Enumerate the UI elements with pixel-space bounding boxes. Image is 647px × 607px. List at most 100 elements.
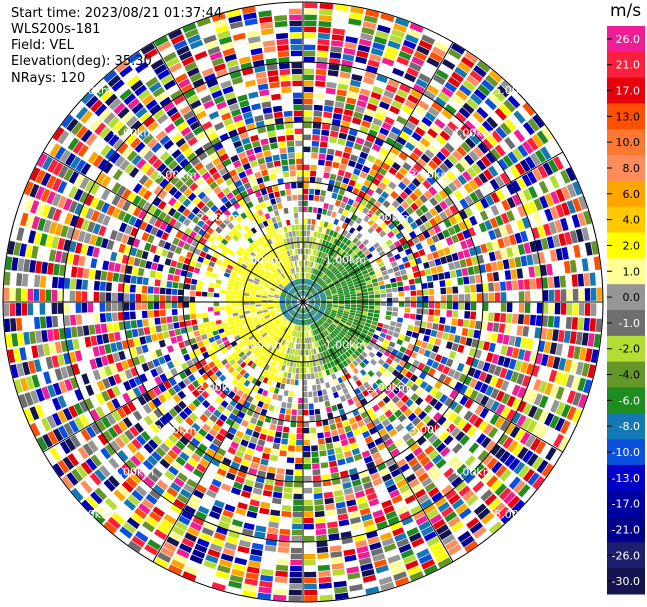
velocity-gate: [299, 307, 302, 313]
velocity-gate: [494, 282, 501, 292]
velocity-gate: [196, 394, 205, 403]
velocity-gate: [385, 283, 392, 289]
velocity-gate: [304, 313, 306, 320]
velocity-gate: [92, 369, 101, 381]
velocity-gate: [285, 475, 294, 482]
velocity-gate: [238, 256, 245, 263]
velocity-gate: [250, 272, 257, 278]
velocity-gate: [299, 291, 302, 297]
velocity-gate: [339, 258, 345, 264]
velocity-gate: [356, 232, 363, 240]
velocity-gate: [375, 272, 383, 278]
velocity-gate: [261, 355, 267, 362]
velocity-gate: [365, 334, 372, 341]
velocity-gate: [507, 151, 519, 164]
velocity-gate: [404, 72, 417, 83]
velocity-gate: [251, 269, 258, 275]
velocity-gate: [335, 364, 342, 371]
velocity-gate: [257, 360, 264, 367]
velocity-gate: [288, 589, 302, 596]
velocity-gate: [327, 412, 334, 419]
velocity-gate: [238, 308, 244, 312]
velocity-gate: [490, 192, 500, 204]
velocity-gate: [320, 258, 325, 265]
velocity-gate: [314, 243, 319, 250]
velocity-gate: [367, 59, 380, 68]
velocity-gate: [241, 176, 249, 185]
velocity-gate: [489, 375, 499, 387]
velocity-gate: [152, 86, 165, 98]
velocity-gate: [566, 303, 573, 315]
velocity-gate: [279, 303, 286, 305]
velocity-gate: [262, 389, 269, 397]
velocity-gate: [353, 266, 360, 272]
velocity-gate: [236, 273, 243, 279]
velocity-gate: [342, 237, 349, 244]
velocity-gate: [159, 309, 166, 317]
velocity-gate: [230, 154, 239, 163]
velocity-gate: [380, 582, 395, 591]
velocity-gate: [95, 199, 105, 211]
velocity-gate: [388, 325, 395, 332]
velocity-gate: [213, 453, 224, 462]
velocity-gate: [268, 366, 274, 373]
velocity-gate: [445, 236, 454, 246]
velocity-gate: [443, 218, 452, 228]
velocity-gate: [329, 136, 338, 144]
velocity-gate: [312, 323, 317, 329]
velocity-gate: [434, 214, 443, 224]
velocity-gate: [227, 230, 235, 238]
velocity-gate: [379, 266, 387, 272]
velocity-gate: [216, 68, 228, 78]
velocity-gate: [148, 411, 158, 422]
velocity-gate: [361, 285, 367, 290]
velocity-gate: [119, 65, 133, 78]
velocity-gate: [168, 29, 183, 40]
velocity-gate: [35, 186, 45, 200]
velocity-gate: [338, 307, 344, 311]
velocity-gate: [276, 311, 282, 316]
velocity-gate: [444, 489, 457, 500]
velocity-gate: [270, 250, 276, 257]
velocity-gate: [148, 215, 158, 226]
velocity-gate: [39, 233, 48, 247]
velocity-gate: [271, 93, 281, 101]
velocity-gate: [213, 186, 222, 195]
velocity-gate: [57, 410, 68, 424]
velocity-gate: [437, 557, 452, 569]
velocity-gate: [448, 244, 457, 254]
velocity-gate: [309, 318, 313, 324]
velocity-gate: [442, 58, 456, 70]
velocity-gate: [123, 380, 132, 391]
velocity-gate: [332, 296, 339, 299]
velocity-gate: [292, 330, 296, 337]
velocity-gate: [184, 89, 196, 99]
velocity-gate: [549, 384, 559, 398]
velocity-gate: [511, 194, 522, 206]
velocity-gate: [333, 391, 339, 399]
velocity-gate: [87, 221, 96, 233]
velocity-gate: [164, 370, 173, 380]
velocity-gate: [329, 460, 338, 468]
velocity-gate: [476, 360, 485, 370]
velocity-gate: [343, 310, 350, 315]
velocity-gate: [572, 392, 582, 406]
velocity-gate: [324, 311, 330, 316]
velocity-gate: [361, 311, 368, 316]
velocity-gate: [234, 557, 248, 566]
velocity-gate: [306, 355, 309, 362]
velocity-gate: [362, 207, 370, 215]
velocity-gate: [381, 499, 393, 509]
velocity-gate: [317, 264, 322, 270]
velocity-gate: [331, 339, 337, 346]
velocity-gate: [243, 379, 251, 387]
velocity-gate: [320, 281, 325, 286]
velocity-gate: [262, 403, 270, 410]
velocity-gate: [451, 318, 458, 326]
velocity-gate: [335, 501, 346, 509]
velocity-gate: [422, 302, 429, 309]
velocity-gate: [215, 24, 229, 34]
velocity-gate: [356, 307, 362, 312]
velocity-gate: [94, 324, 102, 334]
velocity-gate: [294, 306, 299, 310]
